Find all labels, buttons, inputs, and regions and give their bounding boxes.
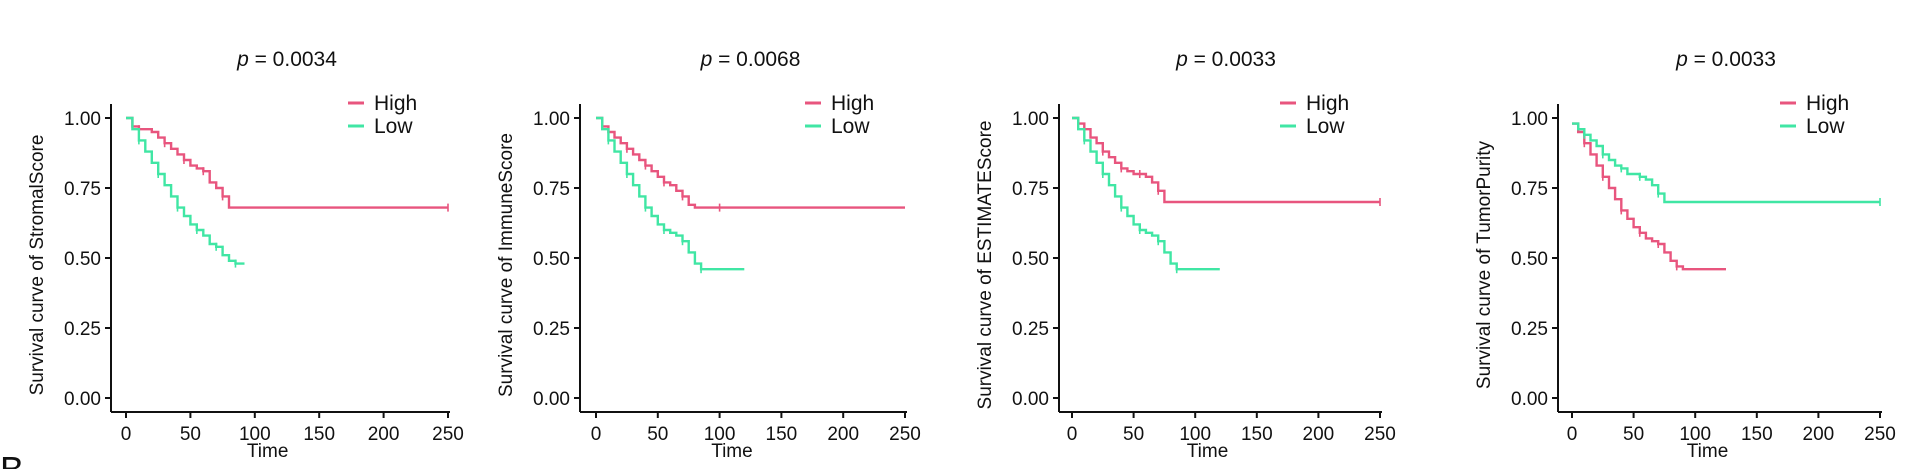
p-symbol: p [236,48,249,71]
series-line-high [1572,122,1726,271]
y-tick-label: 0.75 [1012,179,1049,200]
series-line-low [596,116,745,271]
x-tick-label: 250 [1364,424,1396,445]
y-tick-label: 0.25 [1511,319,1548,340]
x-tick-label: 0 [591,424,602,445]
legend-label-low: Low [1306,115,1345,138]
y-tick-label: 1.00 [64,109,101,130]
x-axis-label: Time [1687,441,1729,462]
legend-label-high: High [1806,92,1849,115]
survival-panel-4: p = 0.0033 0.00 0.25 0.50 0.75 1.00 0 50 100 150 2… [1474,48,1896,462]
y-tick-label: 1.00 [1012,109,1049,130]
x-tick-label: 200 [1803,424,1835,445]
p-value-label: p = 0.0033 [1175,48,1276,71]
x-tick-label: 100 [1179,424,1211,445]
p-value-text: = 0.0034 [249,48,337,71]
y-tick-label: 0.75 [1511,179,1548,200]
x-axis-label: Time [247,441,289,462]
x-tick-label: 200 [368,424,400,445]
p-symbol: p [1675,48,1688,71]
panel-letter: B [0,449,24,469]
p-symbol: p [700,48,713,71]
x-tick-label: 0 [1567,424,1578,445]
y-tick-label: 0.25 [533,319,570,340]
p-value-label: p = 0.0068 [700,48,801,71]
y-axis-label: Survival curve of ImmuneScore [496,133,517,397]
x-tick-label: 250 [432,424,464,445]
p-symbol: p [1175,48,1188,71]
p-value-text: = 0.0033 [1188,48,1276,71]
y-tick-label: 0.00 [1511,389,1548,410]
survival-panel-1: p = 0.0034 0.00 0.25 0.50 0.75 1.00 0 50 100 150 2… [27,48,464,462]
y-axis-label: Survival curve of TumorPurity [1474,140,1495,389]
y-tick-label: 0.75 [533,179,570,200]
x-tick-label: 0 [1067,424,1078,445]
x-tick-label: 50 [1123,424,1144,445]
legend-label-low: Low [831,115,870,138]
y-tick-label: 1.00 [533,109,570,130]
y-tick-label: 0.50 [533,249,570,270]
x-tick-label: 250 [1864,424,1896,445]
x-tick-label: 150 [766,424,798,445]
legend-label-low: Low [374,115,413,138]
p-value-label: p = 0.0033 [1675,48,1776,71]
legend-label-high: High [374,92,417,115]
panels: p = 0.0034 0.00 0.25 0.50 0.75 1.00 0 50 100 150 2… [27,48,1896,462]
survival-panel-3: p = 0.0033 0.00 0.25 0.50 0.75 1.00 0 50 100 150 2… [975,48,1396,462]
y-tick-label: 0.25 [1012,319,1049,340]
p-value-label: p = 0.0034 [236,48,337,71]
y-tick-label: 0.00 [533,389,570,410]
x-tick-label: 200 [1303,424,1335,445]
series-line-low [126,116,245,265]
y-axis-label: Survival curve of StromalScore [27,135,48,396]
y-tick-label: 0.50 [64,249,101,270]
survival-panel-2: p = 0.0068 0.00 0.25 0.50 0.75 1.00 0 50 100 150 2… [496,48,921,462]
x-axis-label: Time [1187,441,1229,462]
p-value-text: = 0.0068 [712,48,800,71]
y-tick-label: 0.75 [64,179,101,200]
p-value-text: = 0.0033 [1688,48,1776,71]
y-axis-label: Survival curve of ESTIMATEScore [975,121,996,410]
legend-label-low: Low [1806,115,1845,138]
x-tick-label: 50 [180,424,201,445]
x-tick-label: 50 [1623,424,1644,445]
x-tick-label: 50 [647,424,668,445]
x-tick-label: 100 [704,424,736,445]
series-line-low [1072,116,1220,271]
x-tick-label: 200 [827,424,859,445]
x-tick-label: 150 [1741,424,1773,445]
x-tick-label: 100 [1679,424,1711,445]
series-line-high [596,116,905,209]
legend-label-high: High [831,92,874,115]
y-tick-label: 0.00 [64,389,101,410]
x-tick-label: 250 [889,424,921,445]
y-tick-label: 0.50 [1511,249,1548,270]
y-tick-label: 0.50 [1012,249,1049,270]
x-tick-label: 150 [1241,424,1273,445]
y-tick-label: 0.00 [1012,389,1049,410]
x-tick-label: 0 [121,424,132,445]
y-tick-label: 0.25 [64,319,101,340]
x-axis-label: Time [711,441,753,462]
y-tick-label: 1.00 [1511,109,1548,130]
x-tick-label: 100 [239,424,271,445]
legend-label-high: High [1306,92,1349,115]
x-tick-label: 150 [303,424,335,445]
